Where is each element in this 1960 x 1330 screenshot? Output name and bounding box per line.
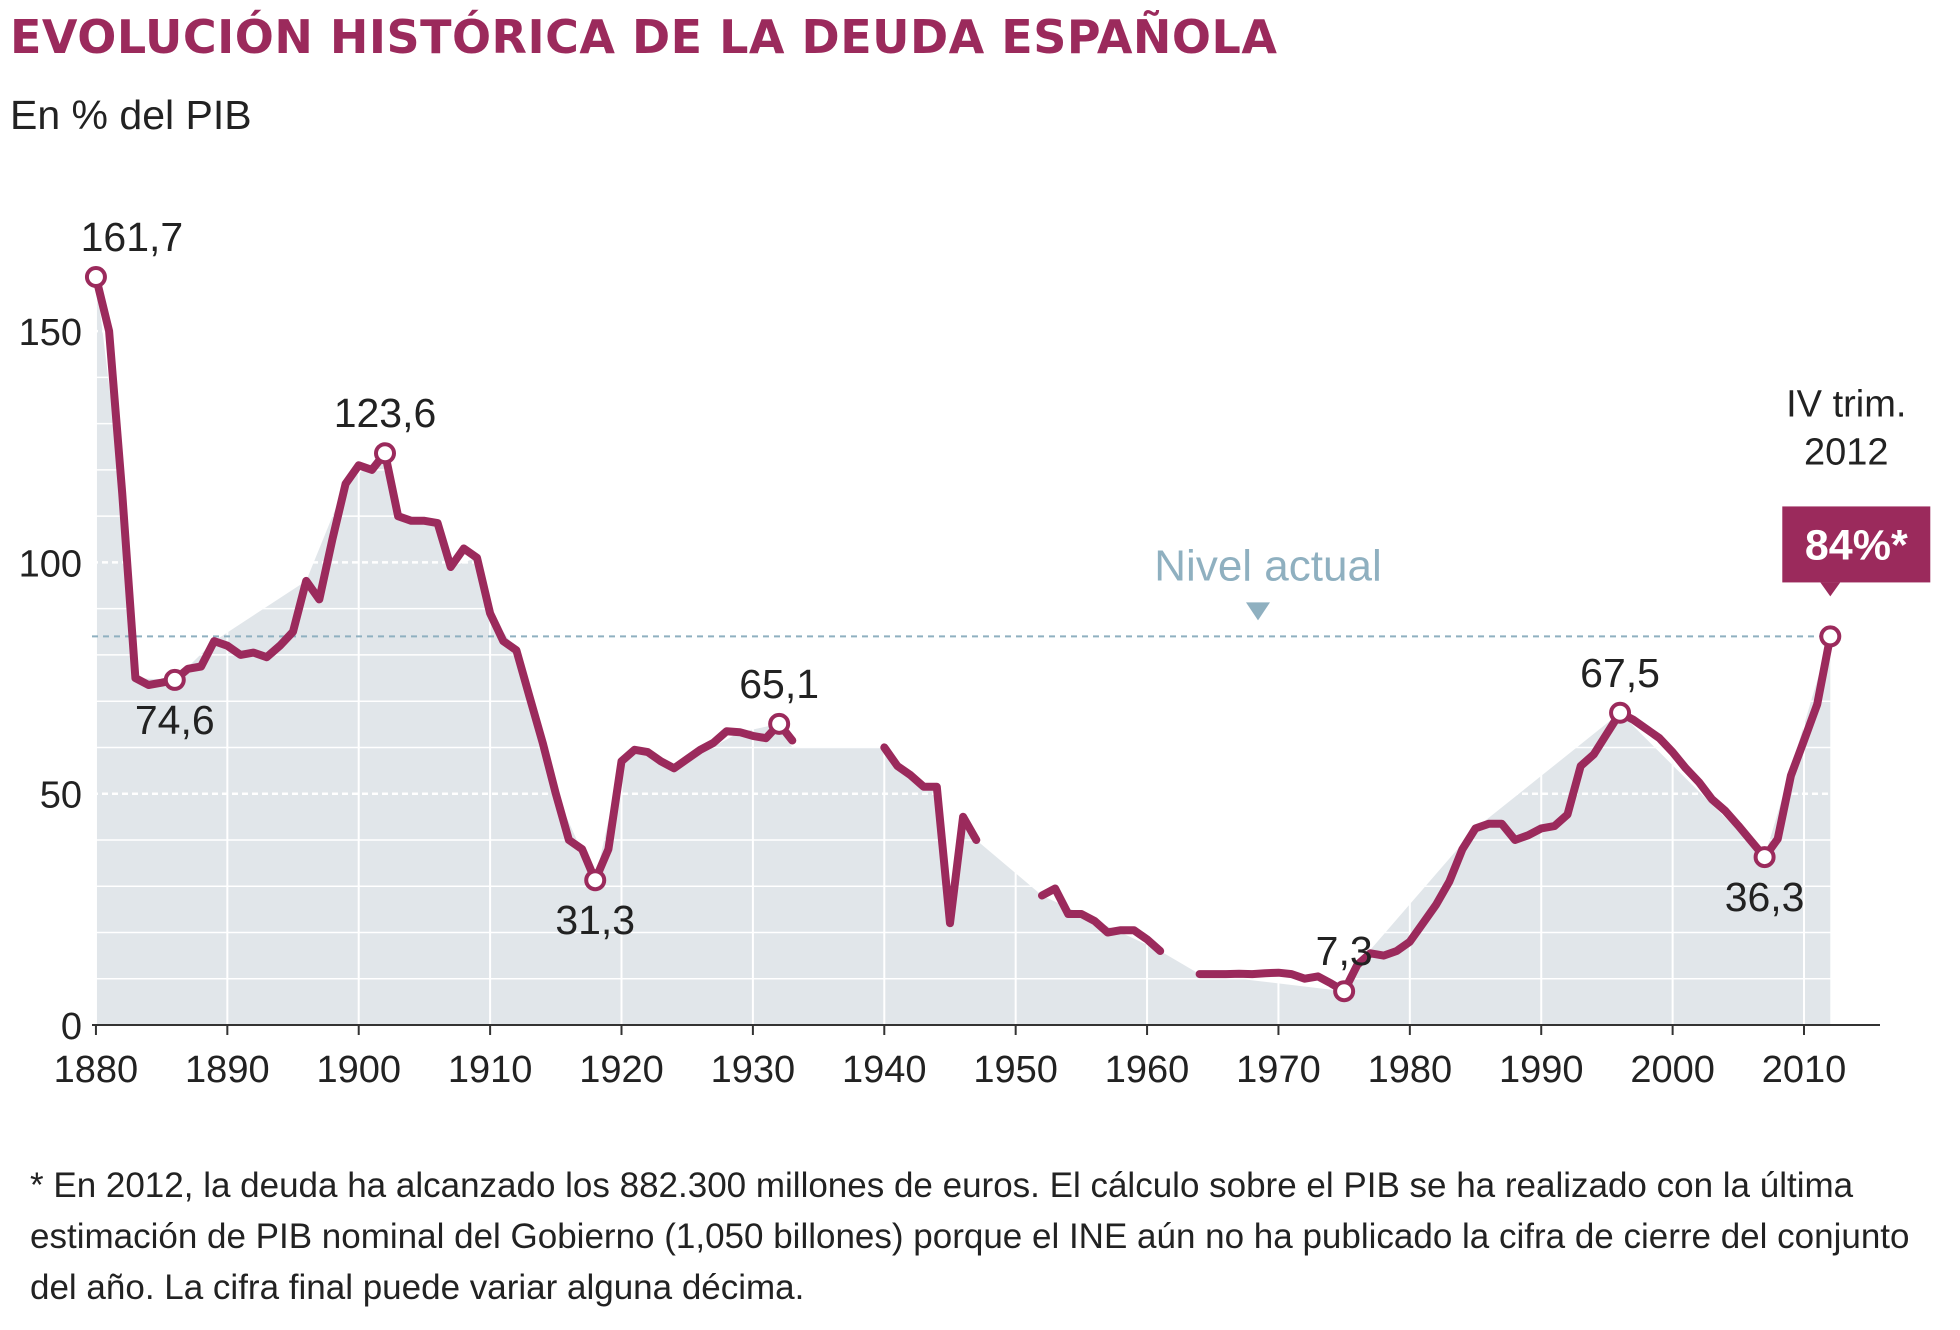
x-tick-label-1980: 1980 [1368, 1049, 1453, 1091]
x-tick-label-1900: 1900 [316, 1049, 401, 1091]
badge-value-label: 84%* [1805, 521, 1908, 569]
x-tick-label-2010: 2010 [1762, 1049, 1847, 1091]
area-fill [95, 277, 1831, 1025]
data-label-1886: 74,6 [135, 697, 215, 743]
data-point-1996 [1609, 701, 1632, 724]
reference-arrow-icon [1246, 602, 1270, 621]
y-tick-label-0: 0 [61, 1006, 82, 1048]
data-point-1918 [584, 869, 607, 892]
y-tick-label-50: 50 [40, 775, 82, 817]
badge-period-label-1: IV trim. [1786, 383, 1906, 425]
data-labels: 161,7 74,6 123,6 31,3 65,1 7,3 67,5 36,3 IV trim… [81, 214, 1931, 974]
badge-pointer-icon [1820, 582, 1841, 597]
x-tick-label-1930: 1930 [711, 1049, 796, 1091]
x-tick-label-1920: 1920 [579, 1049, 664, 1091]
data-point-1880 [84, 266, 107, 288]
data-point-1902 [374, 442, 396, 465]
data-series [91, 273, 1835, 996]
x-tick-label-1950: 1950 [973, 1049, 1058, 1091]
data-label-2007: 36,3 [1725, 874, 1805, 920]
chart-title: EVOLUCIÓN HISTÓRICA DE LA DEUDA ESPAÑOLA [10, 10, 1278, 64]
data-label-1918: 31,3 [555, 897, 635, 943]
series-line-segment-2 [880, 743, 981, 928]
reference-level: Nivel actual [92, 541, 1831, 638]
axes: 1880 1890 1900 1910 1920 1930 1940 1950 1960 1970… [19, 312, 1880, 1091]
x-tick-label-1910: 1910 [448, 1049, 533, 1091]
footnote: * En 2012, la deuda ha alcanzado los 882… [30, 1166, 1910, 1307]
x-tick-label-1880: 1880 [54, 1049, 139, 1091]
data-markers [84, 266, 1842, 1003]
data-label-1996: 67,5 [1580, 650, 1660, 696]
data-point-2012 [1819, 625, 1842, 648]
x-tick-label-1960: 1960 [1105, 1049, 1190, 1091]
badge-period-label-2: 2012 [1804, 431, 1889, 473]
series-line-segment-3 [1038, 884, 1165, 955]
x-tick-label-1990: 1990 [1499, 1049, 1584, 1091]
data-point-2007 [1753, 846, 1776, 869]
data-label-1975: 7,3 [1316, 928, 1373, 974]
x-tick-label-1970: 1970 [1236, 1049, 1321, 1091]
series-line-segment-1 [91, 273, 797, 885]
data-label-1932: 65,1 [739, 661, 819, 707]
y-tick-label-150: 150 [19, 312, 82, 354]
x-tick-label-1890: 1890 [185, 1049, 270, 1091]
y-tick-label-100: 100 [19, 543, 82, 585]
data-label-1880: 161,7 [81, 214, 184, 260]
data-point-1975 [1333, 980, 1356, 1003]
x-tick-label-1940: 1940 [842, 1049, 927, 1091]
debt-line-chart: 1880 1890 1900 1910 1920 1930 1940 1950 1960 1970… [19, 214, 1931, 1091]
series-line-segment-4 [1195, 632, 1835, 996]
data-label-1902: 123,6 [334, 390, 437, 436]
data-point-1932 [768, 712, 791, 735]
reference-label: Nivel actual [1154, 541, 1381, 590]
data-point-1886 [163, 668, 186, 691]
current-value-badge [1782, 506, 1931, 583]
chart-subtitle: En % del PIB [10, 92, 252, 138]
x-tick-label-2000: 2000 [1630, 1049, 1715, 1091]
area-fill-layer [95, 277, 1831, 1025]
